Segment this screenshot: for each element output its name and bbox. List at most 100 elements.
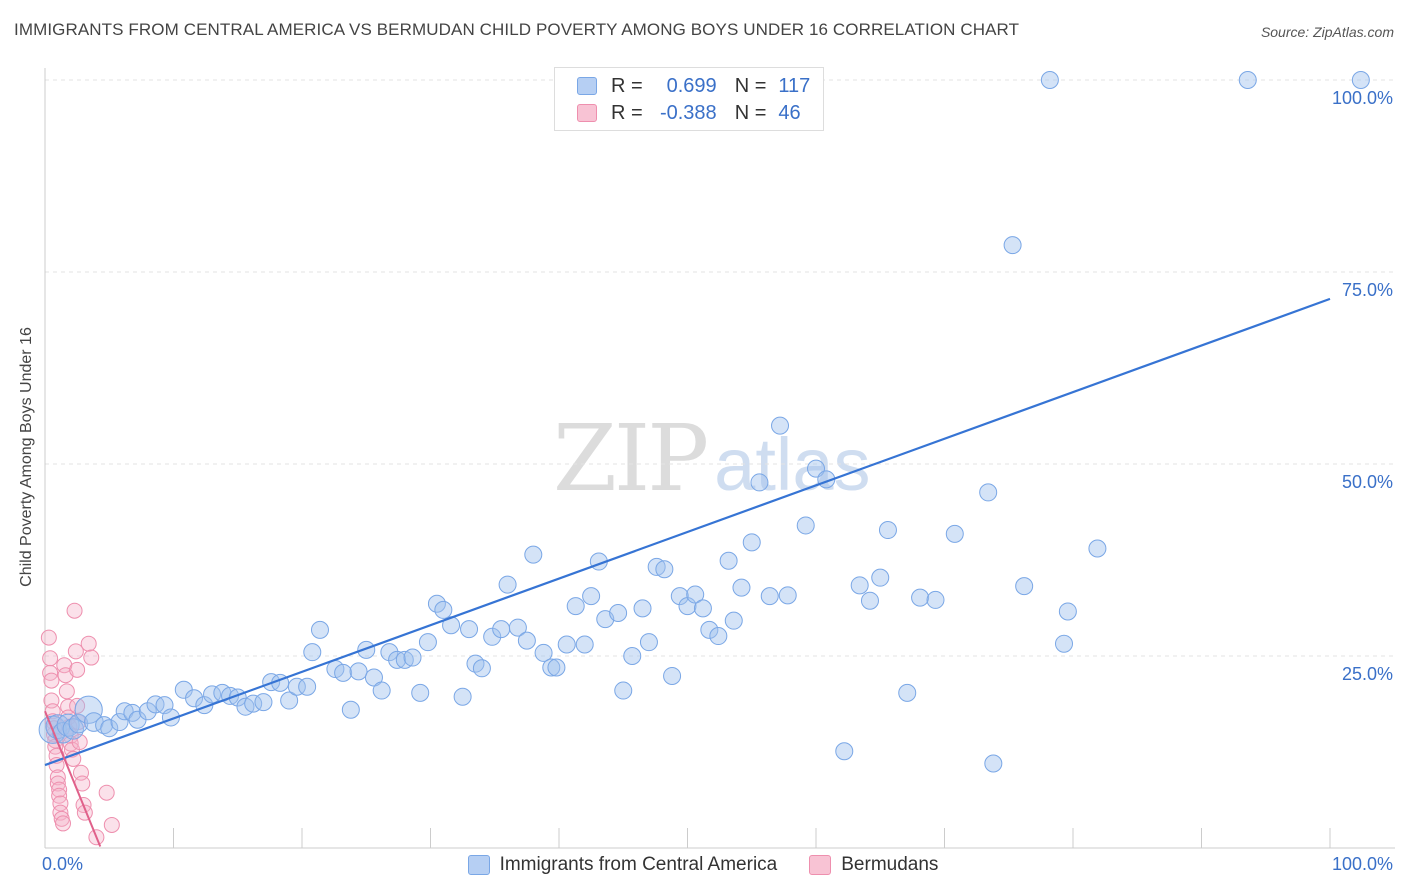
y-tick-label: 50.0%: [1342, 472, 1393, 492]
y-tick-label: 100.0%: [1332, 88, 1393, 108]
data-point-central-america: [796, 516, 815, 535]
data-point-bermudans: [80, 635, 97, 652]
data-point-bermudans: [67, 643, 84, 660]
data-point-central-america: [1351, 71, 1370, 89]
data-point-central-america: [388, 650, 407, 669]
data-point-central-america: [639, 633, 658, 652]
data-point-central-america: [56, 713, 80, 737]
data-point-central-america: [334, 663, 353, 682]
data-point-central-america: [1040, 71, 1059, 89]
data-point-central-america: [524, 545, 543, 564]
data-point-central-america: [115, 702, 134, 721]
correlation-legend: R = 0.699 N = 117 R = -0.388 N = 46: [554, 67, 824, 131]
data-point-central-america: [614, 681, 633, 700]
data-point-central-america: [547, 658, 566, 677]
data-point-central-america: [372, 681, 391, 700]
data-point-bermudans: [58, 683, 75, 700]
chart-title: IMMIGRANTS FROM CENTRAL AMERICA VS BERMU…: [14, 20, 1020, 39]
data-point-bermudans: [69, 661, 86, 678]
data-point-central-america: [453, 687, 472, 706]
data-point-central-america: [709, 627, 728, 646]
data-point-central-america: [542, 658, 561, 677]
data-point-central-america: [609, 603, 628, 622]
trend-lines: [44, 297, 1331, 847]
data-point-central-america: [693, 599, 712, 618]
data-point-central-america: [508, 618, 527, 637]
legend-label: Immigrants from Central America: [499, 854, 778, 875]
y-tick-label: 25.0%: [1342, 664, 1393, 684]
n-label: N =: [734, 101, 767, 124]
data-point-central-america: [434, 600, 453, 619]
legend-row-bermudans: R = -0.388 N = 46: [577, 100, 801, 126]
data-point-central-america: [898, 683, 917, 702]
data-point-central-america: [623, 647, 642, 665]
data-point-central-america: [979, 483, 998, 502]
legend-label: Bermudans: [841, 854, 939, 875]
data-point-central-america: [778, 586, 797, 605]
data-point-central-america: [719, 551, 738, 570]
data-point-central-america: [582, 587, 601, 606]
data-point-central-america: [926, 590, 945, 609]
data-point-bermudans: [49, 769, 66, 786]
legend-row-central-america: R = 0.699 N = 117: [577, 73, 810, 99]
data-point-central-america: [655, 560, 674, 579]
data-point-central-america: [1238, 71, 1257, 89]
data-point-bermudans: [98, 784, 115, 801]
legend-item-bermudans: Bermudans: [809, 854, 938, 876]
data-point-central-america: [303, 643, 322, 662]
trend-line-central-america: [44, 297, 1331, 767]
data-point-central-america: [878, 521, 897, 540]
data-point-central-america: [100, 719, 119, 738]
data-point-central-america: [517, 631, 536, 650]
data-point-central-america: [298, 677, 317, 696]
data-point-central-america: [483, 627, 502, 646]
legend-swatch-pink: [577, 104, 597, 122]
data-point-central-america: [633, 599, 652, 618]
data-point-central-america: [850, 576, 869, 595]
central-america-points: [38, 71, 1370, 773]
data-point-central-america: [984, 754, 1003, 773]
data-point-central-america: [1003, 236, 1022, 255]
data-point-bermudans: [49, 775, 66, 792]
trend-line-bermudans: [44, 710, 102, 847]
data-point-central-america: [254, 693, 273, 712]
data-point-bermudans: [42, 650, 59, 667]
r-label: R =: [611, 101, 643, 124]
data-point-bermudans: [66, 602, 83, 619]
data-point-central-america: [310, 620, 329, 639]
data-point-central-america: [380, 643, 399, 662]
data-point-central-america: [341, 700, 360, 719]
data-point-central-america: [403, 648, 422, 667]
data-point-central-america: [498, 575, 517, 594]
tick-labels: 25.0% 50.0% 75.0% 100.0% 0.0% 100.0%: [42, 88, 1393, 874]
source-label: Source: ZipAtlas.com: [1260, 24, 1394, 40]
data-point-central-america: [1058, 602, 1077, 621]
data-point-central-america: [460, 620, 479, 639]
data-point-central-america: [575, 635, 594, 654]
data-point-central-america: [146, 695, 165, 714]
data-point-central-america: [771, 416, 790, 435]
data-point-central-america: [742, 533, 761, 552]
legend-swatch-blue: [467, 855, 490, 875]
data-point-bermudans: [54, 815, 71, 832]
data-point-central-america: [871, 568, 890, 587]
r-label: R =: [611, 74, 643, 97]
data-point-central-america: [566, 597, 585, 616]
data-point-central-america: [911, 588, 930, 607]
data-point-central-america: [760, 587, 779, 606]
data-point-central-america: [110, 713, 129, 732]
data-point-central-america: [1055, 634, 1074, 653]
data-point-bermudans: [71, 734, 88, 751]
data-point-central-america: [280, 691, 299, 710]
data-point-central-america: [95, 716, 114, 735]
data-point-central-america: [750, 473, 769, 492]
data-point-central-america: [732, 578, 751, 597]
data-point-bermudans: [103, 816, 120, 833]
data-point-central-america: [138, 702, 157, 721]
data-point-bermudans: [69, 697, 86, 714]
data-point-central-america: [466, 654, 485, 673]
data-point-central-america: [1088, 539, 1107, 558]
data-point-central-america: [835, 742, 854, 761]
data-point-central-america: [534, 643, 553, 662]
